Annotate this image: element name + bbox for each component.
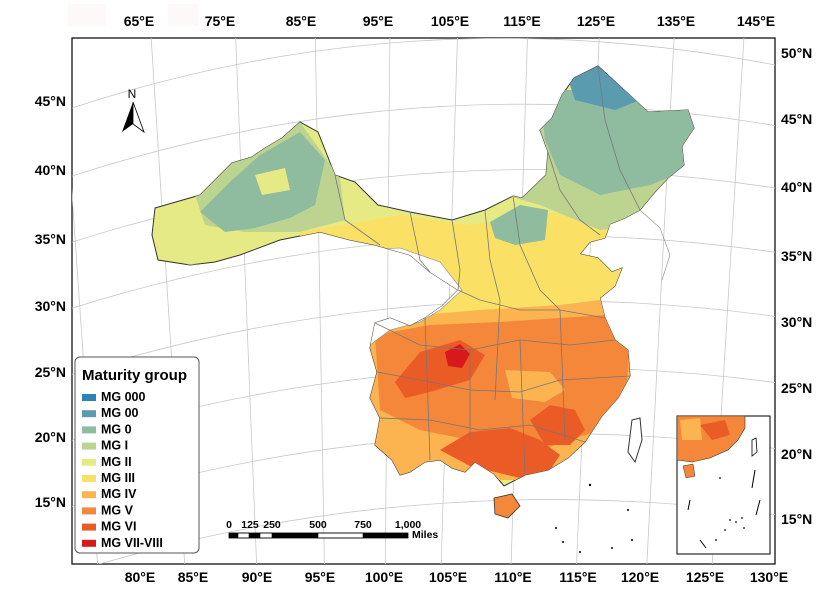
scale-bar-tick: 0 bbox=[226, 519, 232, 531]
lat-label: 50°N bbox=[781, 45, 812, 61]
legend-label: MG IV bbox=[101, 487, 137, 501]
lon-label: 100°E bbox=[365, 569, 403, 585]
lon-label: 125°E bbox=[686, 569, 724, 585]
lon-label: 80°E bbox=[125, 569, 156, 585]
inset-hainan bbox=[682, 463, 696, 479]
lat-label: 30°N bbox=[35, 298, 66, 314]
lon-label: 65°E bbox=[124, 13, 155, 29]
inset-taiwan bbox=[751, 437, 758, 457]
legend-label: MG 00 bbox=[101, 406, 139, 420]
legend-label: MG II bbox=[101, 455, 132, 469]
lat-label: 30°N bbox=[781, 314, 812, 330]
legend-label: MG 000 bbox=[101, 390, 146, 404]
taiwan-island bbox=[627, 417, 643, 464]
lon-label: 105°E bbox=[429, 569, 467, 585]
left-latitude-labels: 45°N 40°N 35°N 30°N 25°N 20°N 15°N bbox=[35, 93, 66, 510]
north-arrow: N bbox=[122, 87, 145, 134]
lon-label: 85°E bbox=[178, 569, 209, 585]
lon-label: 115°E bbox=[559, 569, 597, 585]
lon-label: 90°E bbox=[242, 569, 273, 585]
scale-bar-unit: Miles bbox=[412, 529, 438, 541]
lon-label: 95°E bbox=[305, 569, 336, 585]
zone-mg-vii-spot bbox=[445, 344, 470, 368]
zone-mg-0-northcentral bbox=[490, 205, 548, 245]
lon-label: 75°E bbox=[205, 13, 236, 29]
zone-mg-iv-patch bbox=[505, 370, 565, 402]
legend-label: MG III bbox=[101, 471, 135, 485]
legend-swatch bbox=[82, 426, 96, 434]
legend-swatch bbox=[82, 475, 96, 482]
legend-label: MG V bbox=[101, 503, 134, 517]
lon-label: 135°E bbox=[657, 13, 695, 29]
north-arrow-label: N bbox=[128, 87, 137, 101]
zone-mg-0-ne bbox=[540, 90, 694, 195]
legend-title: Maturity group bbox=[82, 367, 187, 384]
legend-box bbox=[74, 356, 200, 554]
province-borders bbox=[334, 66, 641, 476]
lat-label: 25°N bbox=[35, 364, 66, 380]
top-longitude-labels: 65°E 75°E 85°E 95°E 105°E 115°E 125°E 13… bbox=[124, 13, 775, 29]
lon-label: 95°E bbox=[363, 13, 394, 29]
inset-zone-vi bbox=[700, 420, 730, 440]
legend-swatch bbox=[82, 394, 96, 401]
scale-bar-tick: 250 bbox=[263, 519, 281, 531]
zone-mg-ii-west-patch bbox=[255, 168, 290, 195]
south-china-sea-islands bbox=[555, 483, 633, 553]
legend-swatch bbox=[82, 410, 96, 418]
scale-bar-tick: 500 bbox=[309, 519, 327, 531]
lon-label: 105°E bbox=[431, 13, 469, 29]
lat-label: 35°N bbox=[781, 248, 812, 264]
scale-bar-tick: 1,000 bbox=[395, 519, 421, 531]
inset-map bbox=[676, 415, 771, 555]
lat-label: 45°N bbox=[781, 111, 812, 127]
right-latitude-labels: 50°N 45°N 40°N 35°N 30°N 25°N 20°N 15°N bbox=[781, 45, 812, 527]
korea-outline bbox=[639, 209, 671, 281]
legend-swatch bbox=[82, 458, 96, 466]
zone-mg-vi-south bbox=[440, 428, 560, 478]
hainan-island bbox=[493, 493, 521, 519]
lat-label: 20°N bbox=[781, 446, 812, 462]
lon-label: 110°E bbox=[494, 569, 532, 585]
inset-zone-iv bbox=[680, 418, 702, 440]
legend-swatch bbox=[82, 442, 96, 450]
lat-label: 45°N bbox=[35, 93, 66, 109]
legend-label: MG I bbox=[101, 439, 128, 453]
scale-bar: 0 125 250 500 750 1,000 Miles bbox=[226, 519, 438, 541]
legend-label: MG VI bbox=[101, 520, 136, 534]
legend-label: MG VII-VIII bbox=[101, 536, 163, 550]
lon-label: 85°E bbox=[286, 13, 317, 29]
lat-label: 35°N bbox=[35, 231, 66, 247]
scale-bar-tick: 125 bbox=[241, 519, 259, 531]
legend-swatch bbox=[82, 523, 96, 531]
lon-label: 125°E bbox=[577, 13, 615, 29]
lat-label: 20°N bbox=[35, 429, 66, 445]
lat-label: 15°N bbox=[781, 511, 812, 527]
scale-bar-tick: 750 bbox=[354, 519, 372, 531]
legend-swatch bbox=[82, 491, 96, 499]
lat-label: 15°N bbox=[35, 494, 66, 510]
lon-label: 120°E bbox=[621, 569, 659, 585]
legend-label: MG 0 bbox=[101, 422, 132, 436]
lon-label: 130°E bbox=[750, 569, 788, 585]
lat-label: 40°N bbox=[781, 179, 812, 195]
legend-items: MG 000 MG 00 MG 0 MG I MG II MG III MG IV MG V M… bbox=[82, 390, 163, 550]
bottom-longitude-labels: 80°E 85°E 90°E 95°E 100°E 105°E 110°E 11… bbox=[125, 569, 788, 585]
legend-swatch bbox=[82, 539, 96, 547]
lat-label: 25°N bbox=[781, 380, 812, 396]
zone-mg-vi-east bbox=[530, 405, 585, 445]
lon-label: 145°E bbox=[737, 13, 775, 29]
lon-label: 115°E bbox=[503, 13, 541, 29]
lat-label: 40°N bbox=[35, 162, 66, 178]
legend-swatch bbox=[82, 507, 96, 515]
